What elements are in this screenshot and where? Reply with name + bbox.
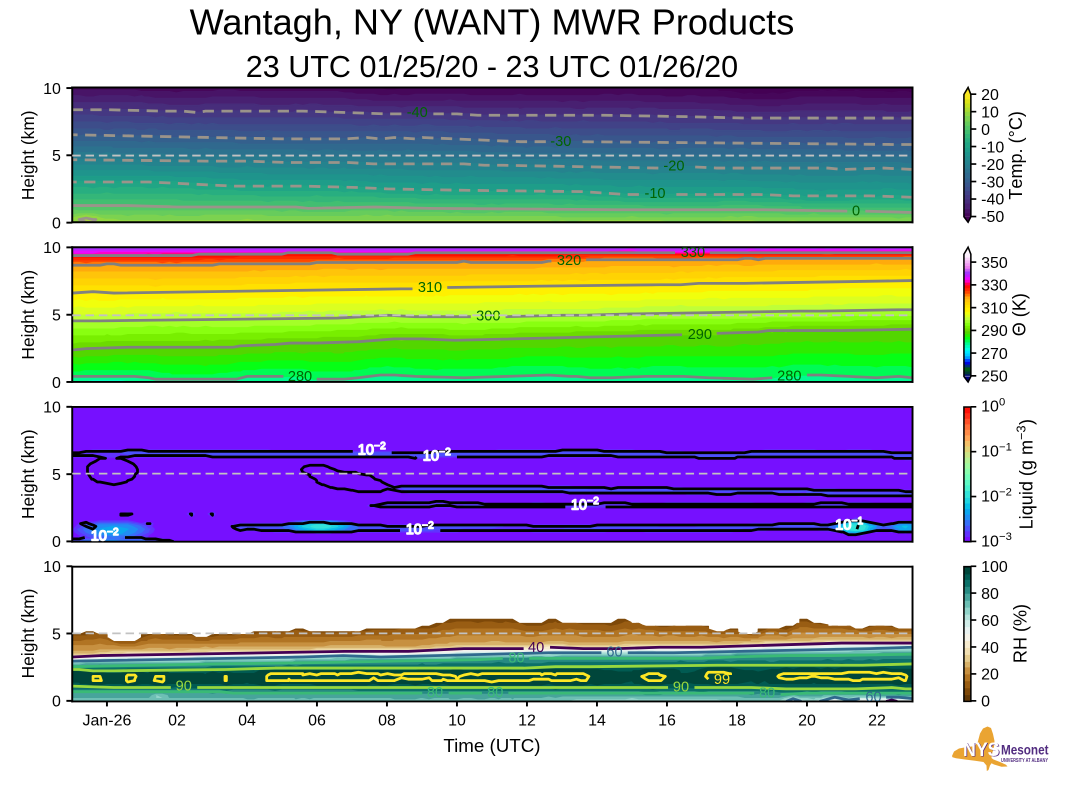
svg-text:5: 5 bbox=[52, 308, 61, 325]
svg-text:18: 18 bbox=[728, 713, 746, 730]
svg-text:-10: -10 bbox=[981, 139, 1004, 156]
svg-text:10−2: 10−2 bbox=[358, 441, 386, 459]
svg-text:Time (UTC): Time (UTC) bbox=[443, 735, 540, 756]
svg-text:22: 22 bbox=[868, 713, 886, 730]
svg-text:0: 0 bbox=[852, 203, 860, 219]
svg-text:80: 80 bbox=[487, 685, 503, 701]
svg-text:Height (km): Height (km) bbox=[18, 589, 38, 679]
svg-text:NYS: NYS bbox=[963, 739, 1000, 761]
svg-text:10−2: 10−2 bbox=[981, 486, 1012, 505]
svg-text:14: 14 bbox=[588, 713, 606, 730]
svg-text:10: 10 bbox=[43, 400, 61, 417]
svg-text:RH (%): RH (%) bbox=[1010, 604, 1030, 663]
svg-text:270: 270 bbox=[981, 346, 1008, 363]
svg-text:0: 0 bbox=[52, 375, 61, 392]
svg-text:16: 16 bbox=[658, 713, 676, 730]
svg-text:Liquid(gm)−3: Liquid(gm)−3 bbox=[1015, 419, 1037, 529]
svg-text:80: 80 bbox=[759, 686, 775, 702]
svg-text:02: 02 bbox=[168, 713, 186, 730]
svg-text:-30: -30 bbox=[981, 174, 1004, 191]
svg-text:60: 60 bbox=[981, 613, 999, 630]
svg-text:290: 290 bbox=[981, 323, 1008, 340]
svg-text:280: 280 bbox=[777, 368, 801, 384]
svg-text:10: 10 bbox=[981, 104, 999, 121]
svg-text:330: 330 bbox=[981, 278, 1008, 295]
svg-text:250: 250 bbox=[981, 369, 1008, 386]
svg-text:NYS: NYS bbox=[964, 740, 1001, 762]
svg-text:60: 60 bbox=[865, 690, 881, 706]
svg-text:-20: -20 bbox=[981, 157, 1004, 174]
svg-text:10: 10 bbox=[43, 240, 61, 257]
svg-text:20: 20 bbox=[981, 87, 999, 104]
svg-text:40: 40 bbox=[528, 640, 544, 656]
svg-text:08: 08 bbox=[378, 713, 396, 730]
svg-text:Height (km): Height (km) bbox=[18, 270, 38, 360]
svg-text:04: 04 bbox=[238, 713, 256, 730]
svg-text:0: 0 bbox=[52, 694, 61, 711]
svg-text:99: 99 bbox=[714, 672, 730, 688]
svg-text:10−2: 10−2 bbox=[406, 520, 434, 538]
svg-text:-30: -30 bbox=[550, 134, 571, 150]
svg-text:Wantagh, NY (WANT) MWR Product: Wantagh, NY (WANT) MWR Products bbox=[190, 1, 795, 42]
svg-text:Mesonet: Mesonet bbox=[1001, 742, 1049, 758]
svg-text:310: 310 bbox=[981, 300, 1008, 317]
svg-text:23 UTC 01/25/20 - 23 UTC 01/26: 23 UTC 01/25/20 - 23 UTC 01/26/20 bbox=[246, 50, 738, 84]
svg-text:12: 12 bbox=[518, 713, 536, 730]
svg-text:10−2: 10−2 bbox=[91, 527, 119, 545]
svg-text:290: 290 bbox=[688, 327, 712, 343]
svg-text:320: 320 bbox=[557, 253, 581, 269]
svg-text:-40: -40 bbox=[407, 105, 428, 121]
svg-text:5: 5 bbox=[52, 626, 61, 643]
svg-text:Θ(K): Θ(K) bbox=[1010, 293, 1030, 336]
svg-text:UNIVERSITY AT ALBANY: UNIVERSITY AT ALBANY bbox=[1001, 758, 1049, 764]
svg-text:90: 90 bbox=[176, 679, 192, 695]
svg-text:80: 80 bbox=[981, 586, 999, 603]
svg-text:10: 10 bbox=[43, 559, 61, 576]
svg-text:280: 280 bbox=[288, 369, 312, 385]
svg-text:Jan-26: Jan-26 bbox=[83, 713, 132, 730]
svg-text:Height (km): Height (km) bbox=[18, 429, 38, 519]
svg-text:0: 0 bbox=[981, 122, 990, 139]
svg-text:100: 100 bbox=[981, 397, 1005, 416]
svg-text:80: 80 bbox=[427, 685, 443, 701]
svg-text:10−1: 10−1 bbox=[835, 516, 863, 534]
svg-text:10−2: 10−2 bbox=[571, 496, 599, 514]
svg-text:-40: -40 bbox=[981, 192, 1004, 209]
svg-text:-10: -10 bbox=[644, 186, 665, 202]
svg-text:-50: -50 bbox=[981, 209, 1004, 226]
svg-text:10: 10 bbox=[448, 713, 466, 730]
svg-text:06: 06 bbox=[308, 713, 326, 730]
svg-text:Height (km): Height (km) bbox=[18, 110, 38, 200]
svg-text:5: 5 bbox=[52, 148, 61, 165]
svg-text:0: 0 bbox=[52, 215, 61, 232]
svg-text:0: 0 bbox=[52, 534, 61, 551]
svg-text:5: 5 bbox=[52, 467, 61, 484]
svg-text:20: 20 bbox=[798, 713, 816, 730]
svg-text:90: 90 bbox=[673, 680, 689, 696]
svg-text:40: 40 bbox=[981, 640, 999, 657]
svg-text:350: 350 bbox=[981, 255, 1008, 272]
svg-text:10−3: 10−3 bbox=[981, 531, 1012, 550]
svg-text:20: 20 bbox=[981, 667, 999, 684]
svg-text:330: 330 bbox=[681, 245, 705, 261]
svg-text:10−1: 10−1 bbox=[981, 441, 1012, 460]
svg-text:-20: -20 bbox=[663, 159, 684, 175]
svg-text:80: 80 bbox=[508, 651, 524, 667]
svg-text:310: 310 bbox=[418, 280, 442, 296]
svg-text:10: 10 bbox=[43, 81, 61, 98]
svg-text:300: 300 bbox=[476, 308, 500, 324]
svg-text:Temp.(°C): Temp.(°C) bbox=[1006, 111, 1026, 200]
svg-text:100: 100 bbox=[981, 559, 1008, 576]
svg-text:10−2: 10−2 bbox=[423, 447, 451, 465]
svg-text:60: 60 bbox=[606, 644, 622, 660]
svg-text:0: 0 bbox=[981, 694, 990, 711]
